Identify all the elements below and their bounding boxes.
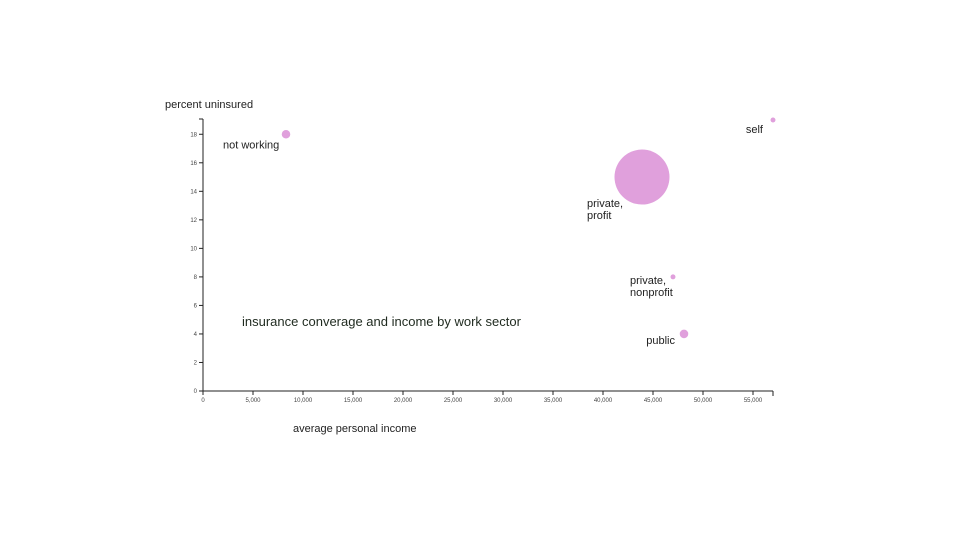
y-tick-label: 10 — [190, 246, 197, 252]
x-ticks: 0 5,000 10,000 15,000 20,000 25,000 30,000 35,0… — [201, 391, 763, 404]
point-label: private, profit — [587, 198, 623, 222]
y-tick-label: 0 — [194, 389, 198, 395]
y-tick-label: 14 — [190, 189, 197, 195]
y-tick-label: 12 — [190, 218, 197, 224]
point-label-line: public — [646, 335, 675, 347]
x-axis-label: average personal income — [293, 423, 417, 435]
data-point — [679, 329, 689, 339]
point-label: public — [646, 335, 675, 347]
x-tick-label: 0 — [201, 398, 205, 404]
point-label-line: private, — [587, 198, 623, 210]
x-tick-label: 40,000 — [594, 398, 613, 404]
chart-title: insurance converage and income by work s… — [242, 314, 522, 329]
x-tick-label: 20,000 — [394, 398, 413, 404]
point-label-line: not working — [223, 139, 279, 151]
y-tick-label: 8 — [194, 275, 198, 281]
y-axis-label: percent uninsured — [165, 99, 253, 111]
point-label-line: private, — [630, 275, 666, 287]
data-point — [281, 130, 291, 139]
y-tick-label: 2 — [194, 360, 198, 366]
point-label-line: profit — [587, 210, 611, 222]
x-tick-label: 10,000 — [294, 398, 313, 404]
y-tick-label: 6 — [194, 303, 198, 309]
point-label-line: nonprofit — [630, 287, 673, 299]
data-point — [614, 149, 670, 205]
point-label: self — [746, 124, 764, 136]
x-tick-label: 45,000 — [644, 398, 663, 404]
data-points — [281, 117, 776, 339]
x-tick-label: 30,000 — [494, 398, 513, 404]
y-tick-label: 16 — [190, 161, 197, 167]
point-label-line: self — [746, 124, 764, 136]
x-tick-label: 35,000 — [544, 398, 563, 404]
x-tick-label: 5,000 — [245, 398, 261, 404]
point-label: private, nonprofit — [630, 275, 673, 299]
x-tick-label: 15,000 — [344, 398, 363, 404]
data-point — [670, 274, 676, 280]
data-point — [770, 117, 776, 123]
axes — [199, 118, 774, 396]
x-tick-label: 55,000 — [744, 398, 763, 404]
x-tick-label: 25,000 — [444, 398, 463, 404]
x-tick-label: 50,000 — [694, 398, 713, 404]
point-label: not working — [223, 139, 279, 151]
y-ticks: 0 2 4 6 8 10 12 14 16 18 — [190, 132, 203, 395]
y-tick-label: 4 — [194, 332, 198, 338]
y-tick-label: 18 — [190, 132, 197, 138]
